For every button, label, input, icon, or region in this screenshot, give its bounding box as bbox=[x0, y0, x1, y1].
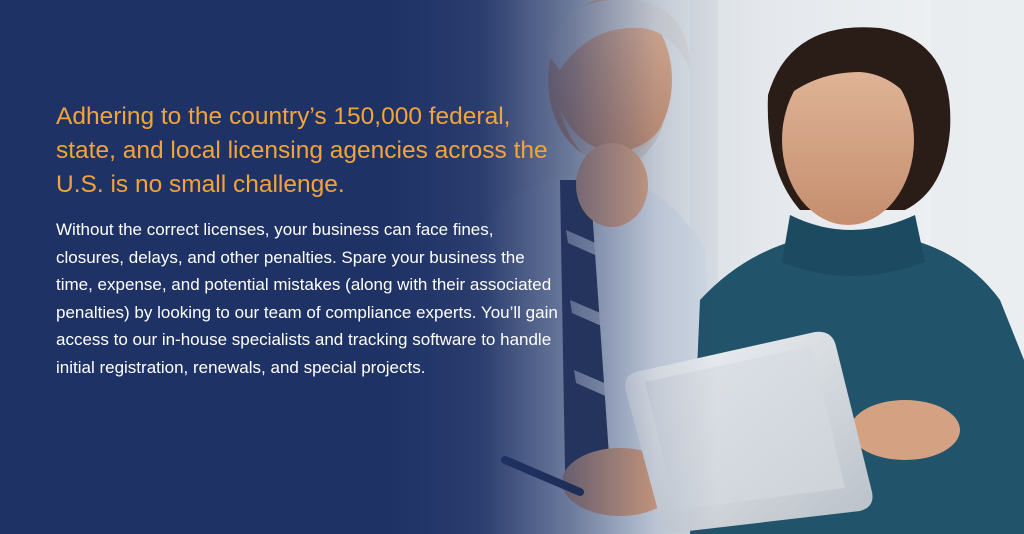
banner-copy: Adhering to the country’s 150,000 federa… bbox=[56, 100, 576, 381]
headline: Adhering to the country’s 150,000 federa… bbox=[56, 103, 548, 198]
body-paragraph: Without the correct licenses, your busin… bbox=[56, 220, 558, 377]
